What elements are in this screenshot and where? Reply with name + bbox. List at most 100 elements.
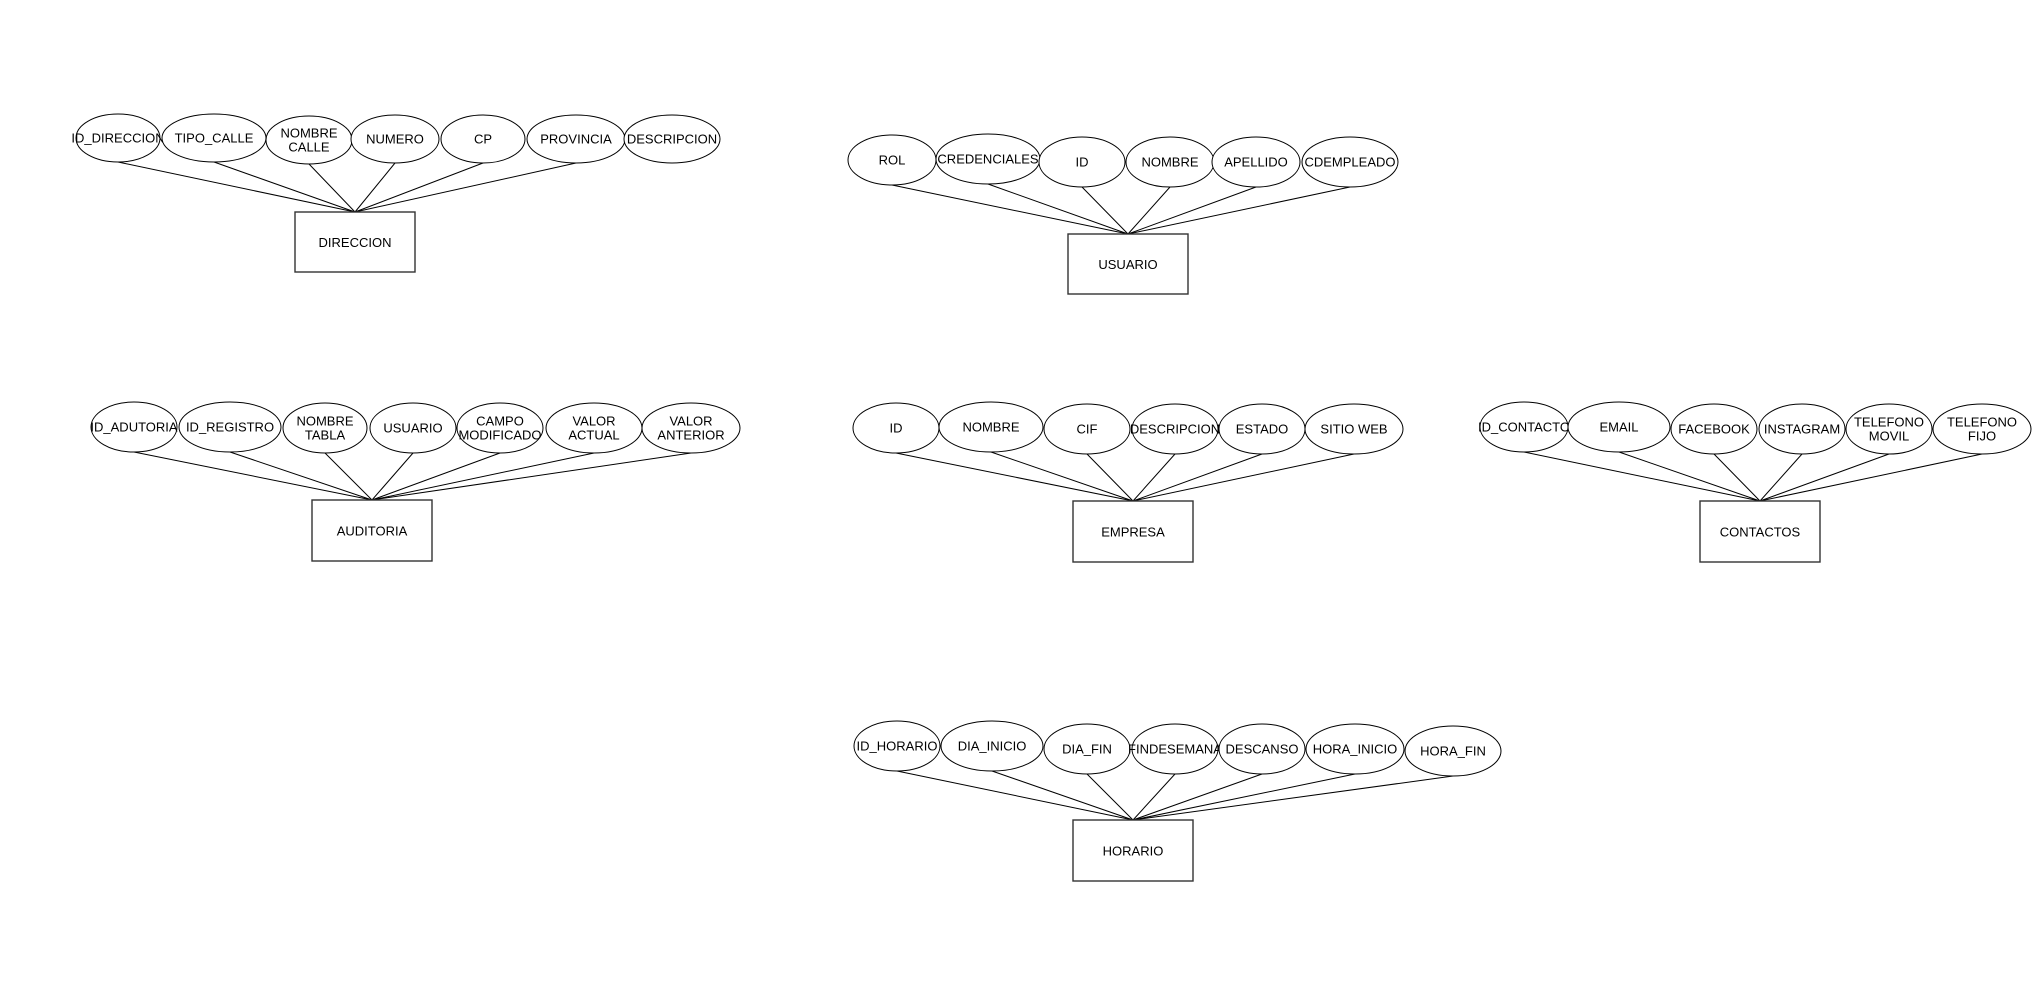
attribute-label-line: ID_ADUTORIA (90, 420, 177, 435)
attribute-ellipse-direccion-descripcion[interactable] (623, 114, 721, 164)
connector-horario-dia-fin (1086, 773, 1134, 821)
attribute-label-horario-descanso: DESCANSO (1226, 742, 1299, 757)
attribute-ellipse-horario-dia-fin[interactable] (1043, 723, 1131, 775)
attribute-label-line: DIA_INICIO (958, 739, 1027, 754)
attribute-label-direccion-descripcion: DESCRIPCION (627, 132, 717, 147)
attribute-label-line: HORA_INICIO (1313, 742, 1398, 757)
attribute-ellipse-auditoria-nombre-tabla[interactable] (282, 402, 368, 454)
connector-contactos-telefono-fijo (1759, 453, 1983, 502)
attribute-label-contactos-id-contacto: ID_CONTACTO (1478, 420, 1570, 435)
attribute-ellipse-horario-descanso[interactable] (1218, 723, 1306, 775)
attribute-label-line: ESTADO (1236, 422, 1289, 437)
entity-box-empresa[interactable] (1072, 500, 1194, 563)
attribute-label-line: MOVIL (1869, 429, 1909, 444)
attribute-label-line: DESCRIPCION (1130, 422, 1220, 437)
connector-contactos-telefono-movil (1759, 453, 1890, 502)
attribute-ellipse-contactos-instagram[interactable] (1758, 403, 1846, 455)
attribute-ellipse-auditoria-campo-modificado[interactable] (456, 402, 544, 454)
attribute-label-auditoria-nombre-tabla: NOMBRE TABLA (296, 414, 353, 443)
attribute-label-line: DIA_FIN (1062, 742, 1112, 757)
attribute-ellipse-horario-hora-inicio[interactable] (1305, 723, 1405, 775)
attribute-label-line: VALOR (572, 414, 615, 429)
connector-auditoria-usuario (371, 452, 414, 501)
entity-box-auditoria[interactable] (311, 499, 433, 562)
contactos-connectors (1523, 451, 1983, 502)
attribute-ellipse-usuario-id[interactable] (1038, 136, 1126, 188)
attribute-label-horario-id-horario: ID_HORARIO (857, 739, 938, 754)
attribute-label-line: NUMERO (366, 132, 424, 147)
connector-contactos-instagram (1759, 453, 1803, 502)
attribute-label-horario-hora-fin: HORA_FIN (1420, 744, 1486, 759)
entity-box-usuario[interactable] (1067, 233, 1189, 295)
connector-contactos-facebook (1713, 453, 1761, 502)
connector-empresa-descripcion (1132, 453, 1176, 502)
attribute-ellipse-horario-id-horario[interactable] (853, 720, 941, 772)
connector-horario-id-horario (896, 770, 1134, 821)
attribute-ellipse-horario-hora-fin[interactable] (1404, 725, 1502, 777)
entity-group-usuario: ROL CREDENCIALES ID NOMBRE APELLIDO CDEMPLEAD… (847, 133, 1399, 295)
attribute-ellipse-horario-dia-inicio[interactable] (940, 720, 1044, 772)
entity-group-direccion: ID_DIRECCION TIPO_CALLE NOMBRE CALLE NUMERO C… (71, 113, 721, 273)
attribute-ellipse-auditoria-id-adutoria[interactable] (90, 401, 178, 453)
connector-usuario-cdempleado (1127, 186, 1351, 235)
attribute-label-empresa-nombre: NOMBRE (962, 420, 1019, 435)
attribute-ellipse-direccion-id-direccion[interactable] (75, 113, 161, 163)
attribute-ellipse-empresa-nombre[interactable] (938, 401, 1044, 453)
attribute-label-line: ROL (879, 153, 906, 168)
connector-empresa-id (895, 452, 1134, 502)
attribute-label-horario-hora-inicio: HORA_INICIO (1313, 742, 1398, 757)
attribute-ellipse-direccion-numero[interactable] (350, 114, 440, 164)
attribute-label-line: DESCRIPCION (627, 132, 717, 147)
attribute-label-usuario-cdempleado: CDEMPLEADO (1304, 155, 1395, 170)
attribute-label-auditoria-campo-modificado: CAMPO MODIFICADO (458, 414, 541, 443)
attribute-ellipse-empresa-sitio-web[interactable] (1304, 403, 1404, 455)
attribute-ellipse-contactos-email[interactable] (1567, 401, 1671, 453)
connector-usuario-credenciales (987, 183, 1129, 235)
attribute-label-line: FINDESEMANA (1128, 742, 1222, 757)
auditoria-connectors (133, 451, 692, 501)
attribute-ellipse-contactos-telefono-movil[interactable] (1845, 403, 1933, 455)
attribute-ellipse-horario-findesemana[interactable] (1131, 723, 1219, 775)
attribute-label-horario-findesemana: FINDESEMANA (1128, 742, 1222, 757)
attribute-label-line: FACEBOOK (1678, 422, 1750, 437)
connector-usuario-rol (891, 184, 1129, 235)
connector-horario-hora-inicio (1132, 773, 1356, 821)
connector-empresa-sitio-web (1132, 453, 1355, 502)
attribute-label-line: ACTUAL (568, 428, 619, 443)
attribute-label-line: TELEFONO (1947, 415, 2017, 430)
attribute-label-contactos-instagram: INSTAGRAM (1764, 422, 1840, 437)
attribute-label-horario-dia-fin: DIA_FIN (1062, 742, 1112, 757)
connector-horario-dia-inicio (991, 770, 1134, 821)
attribute-ellipse-auditoria-usuario[interactable] (369, 402, 457, 454)
attribute-ellipse-auditoria-valor-anterior[interactable] (641, 402, 741, 454)
connector-horario-hora-fin (1132, 775, 1454, 821)
attribute-ellipse-empresa-descripcion[interactable] (1131, 403, 1219, 455)
entity-box-contactos[interactable] (1699, 500, 1821, 563)
attribute-label-direccion-cp: CP (474, 132, 492, 147)
attribute-label-line: NOMBRE (296, 414, 353, 429)
attribute-ellipse-usuario-apellido[interactable] (1211, 136, 1301, 188)
connector-usuario-nombre (1127, 186, 1171, 235)
entity-label-direccion: DIRECCION (319, 235, 392, 250)
entity-box-direccion[interactable] (294, 211, 416, 273)
attribute-label-line: NOMBRE (962, 420, 1019, 435)
attribute-ellipse-auditoria-id-registro[interactable] (178, 401, 282, 453)
entity-group-empresa: ID NOMBRE CIF DESCRIPCION ESTADO SITIO WEB EMP… (852, 401, 1404, 563)
connector-empresa-nombre (990, 451, 1134, 502)
attribute-ellipse-usuario-cdempleado[interactable] (1301, 136, 1399, 188)
attribute-label-line: PROVINCIA (540, 132, 612, 147)
attribute-ellipse-contactos-facebook[interactable] (1670, 403, 1758, 455)
entity-box-horario[interactable] (1072, 819, 1194, 882)
attribute-ellipse-contactos-telefono-fijo[interactable] (1932, 403, 2032, 455)
entity-label-auditoria: AUDITORIA (337, 524, 408, 539)
connector-direccion-tipo-calle (213, 161, 356, 213)
connector-auditoria-campo-modificado (371, 452, 501, 501)
attribute-label-usuario-id: ID (1076, 155, 1089, 170)
attribute-ellipse-direccion-cp[interactable] (440, 114, 526, 164)
attribute-label-line: ID_HORARIO (857, 739, 938, 754)
attribute-ellipse-empresa-cif[interactable] (1043, 403, 1131, 455)
empresa-connectors (895, 451, 1355, 502)
connector-usuario-id (1081, 186, 1129, 235)
attribute-label-line: CAMPO (476, 414, 524, 429)
